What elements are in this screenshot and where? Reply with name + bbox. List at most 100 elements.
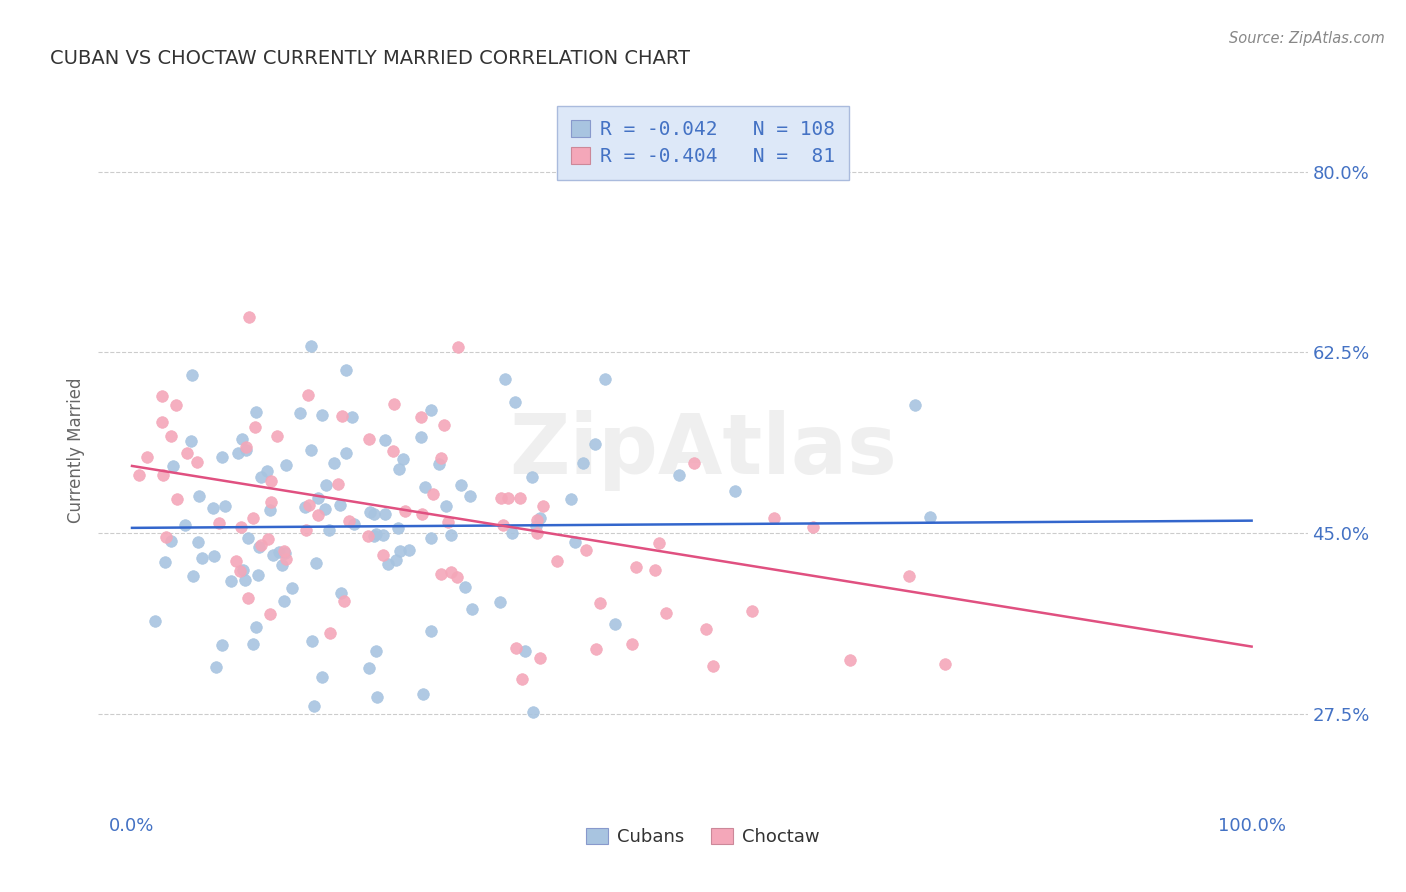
Point [155,555,177,569]
Point [589,596,612,610]
Point [181,569,204,583]
Point [741,604,763,618]
Point [219,574,242,589]
Point [160,428,183,442]
Point [128,468,150,483]
Point [236,591,259,605]
Point [235,440,257,454]
Point [211,450,233,464]
Point [520,470,543,484]
Point [235,443,257,458]
Point [299,442,322,457]
Point [259,474,281,488]
Point [315,478,337,492]
Point [454,581,477,595]
Point [427,457,450,471]
Point [364,527,387,541]
Point [934,657,956,671]
Point [724,484,747,499]
Point [274,545,297,559]
Point [301,633,323,648]
Point [585,642,607,657]
Point [229,520,252,534]
Point [571,456,593,470]
Point [249,538,271,552]
Point [503,395,526,409]
Point [302,699,325,714]
Point [273,544,295,558]
Point [505,640,527,655]
Point [359,505,381,519]
Point [897,569,920,583]
Point [311,671,333,685]
Point [297,388,319,402]
Point [394,504,416,518]
Point [204,660,226,674]
Point [328,476,350,491]
Point [446,570,468,584]
Point [382,397,405,411]
Point [208,516,231,531]
Point [509,491,531,505]
Point [392,451,415,466]
Point [357,528,380,542]
Point [145,614,167,628]
Point [305,556,328,570]
Point [385,553,408,567]
Point [492,518,515,533]
Point [655,606,678,620]
Point [668,468,690,483]
Point [363,529,385,543]
Point [343,516,366,531]
Point [440,565,463,579]
Point [918,510,941,524]
Point [419,531,441,545]
Point [290,406,312,420]
Point [382,444,405,458]
Point [238,310,260,324]
Point [259,607,281,621]
Point [311,408,333,422]
Text: ZipAtlas: ZipAtlas [509,410,897,491]
Point [342,409,364,424]
Point [181,368,204,382]
Point [233,573,256,587]
Point [280,581,302,595]
Point [801,520,824,534]
Point [411,410,433,425]
Point [624,560,647,574]
Point [191,550,214,565]
Point [387,521,409,535]
Point [337,514,360,528]
Point [150,389,173,403]
Point [575,543,598,558]
Point [295,523,318,537]
Point [433,418,456,433]
Point [242,510,264,524]
Point [160,533,183,548]
Point [269,545,291,559]
Point [496,491,519,506]
Point [260,495,283,509]
Point [373,548,395,562]
Point [644,563,666,577]
Point [307,491,329,506]
Point [436,500,458,514]
Point [273,593,295,607]
Point [276,551,298,566]
Point [904,398,927,412]
Point [225,554,247,568]
Text: CUBAN VS CHOCTAW CURRENTLY MARRIED CORRELATION CHART: CUBAN VS CHOCTAW CURRENTLY MARRIED CORRE… [51,49,690,68]
Point [231,433,253,447]
Point [526,525,548,540]
Point [458,489,481,503]
Point [450,477,472,491]
Point [546,554,568,568]
Point [430,566,453,581]
Point [683,456,706,470]
Point [229,564,252,578]
Point [389,544,412,558]
Point [294,500,316,515]
Point [250,470,273,484]
Point [419,624,441,639]
